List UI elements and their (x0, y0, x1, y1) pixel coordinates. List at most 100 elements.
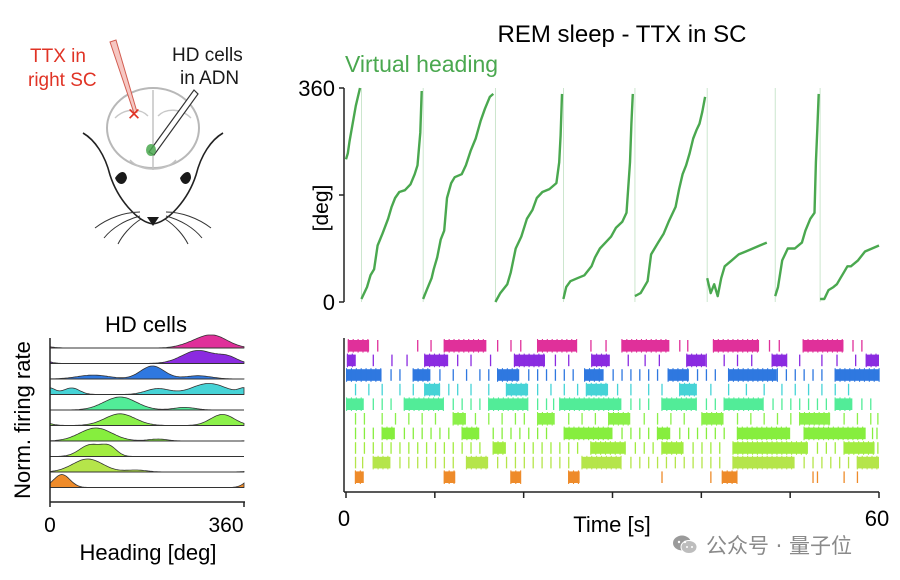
adn-recording-site (146, 144, 156, 156)
raster-burst (559, 398, 622, 410)
raster-spike (807, 398, 810, 410)
raster-spike (363, 413, 366, 425)
raster-spike (439, 369, 441, 381)
tuning-curve (49, 474, 245, 488)
raster-spike (372, 354, 374, 367)
raster-spike (822, 339, 824, 353)
raster-spike (676, 397, 678, 411)
raster-spike (372, 455, 374, 470)
raster-spike (476, 426, 478, 441)
raster-spike (595, 441, 597, 455)
raster-spike (692, 456, 694, 469)
raster-spike (658, 354, 660, 367)
raster-spike (493, 397, 495, 411)
raster-spike (660, 339, 662, 353)
raster-spike (347, 339, 349, 353)
brain-cerebellum (129, 159, 177, 170)
raster-spike (550, 456, 552, 469)
raster-spike (501, 368, 504, 382)
raster-spike (545, 427, 548, 440)
raster-spike (600, 353, 603, 368)
raster-spike (585, 382, 587, 397)
raster-spike (563, 426, 565, 441)
raster-spike (687, 340, 689, 352)
raster-spike (583, 397, 585, 411)
raster-spike (605, 382, 607, 397)
raster-spike (501, 427, 503, 440)
raster-spike (741, 426, 743, 441)
raster-spike (803, 426, 805, 441)
raster-spike (652, 442, 654, 454)
raster-burst (590, 442, 626, 454)
raster-spike (805, 441, 807, 455)
raster-spike (710, 471, 712, 483)
raster-spike (719, 442, 721, 454)
raster-spike (827, 426, 830, 441)
raster-spike (568, 354, 570, 367)
raster-spike (723, 427, 725, 440)
raster-spike (861, 340, 863, 352)
raster-spike (780, 426, 782, 441)
raster-spike (381, 398, 383, 410)
raster-spike (854, 368, 856, 382)
raster-spike (848, 441, 850, 455)
raster-spike (795, 441, 798, 455)
raster-row (346, 353, 879, 368)
raster-spike (705, 369, 708, 381)
raster-spike (528, 353, 530, 368)
raster-spike (354, 456, 357, 469)
heading-segment (820, 244, 880, 301)
raster-spike (619, 441, 621, 455)
raster-spike (871, 427, 874, 440)
raster-spike (422, 368, 424, 382)
raster-row (346, 368, 880, 382)
brain-lobe-right (157, 109, 192, 119)
raster-spike (727, 383, 730, 396)
raster-spike (505, 456, 508, 469)
raster-spike (564, 397, 566, 411)
raster-spike (712, 339, 714, 353)
raster-spike (518, 353, 520, 368)
raster-burst (424, 383, 441, 396)
raster-spike (684, 382, 686, 397)
raster-spike (434, 413, 437, 425)
raster-spike (568, 426, 570, 441)
raster-burst (701, 413, 724, 425)
raster-burst (591, 354, 610, 367)
raster-spike (737, 455, 739, 470)
raster-spike (448, 339, 450, 353)
raster-spike (477, 339, 480, 353)
raster-spike (645, 339, 647, 353)
heading-series (344, 87, 880, 303)
raster-spike (510, 340, 512, 352)
raster-spike (656, 426, 659, 441)
raster-spike (621, 427, 623, 440)
raster-spike (648, 427, 650, 440)
raster-spike (492, 427, 494, 440)
raster-spike (747, 455, 749, 470)
raster-spike (615, 455, 617, 470)
raster-spike (438, 382, 440, 397)
raster-spike (766, 441, 768, 455)
raster-spike (821, 456, 823, 469)
raster-spike (866, 455, 868, 470)
raster-spike (604, 441, 607, 455)
raster-spike (610, 455, 612, 470)
raster-spike (763, 383, 765, 396)
raster-spike (424, 382, 426, 397)
raster-spike (648, 369, 650, 381)
raster-spike (448, 427, 450, 440)
raster-spike (489, 354, 492, 367)
tuning-curve (49, 413, 245, 426)
raster-spike (876, 427, 878, 440)
raster-spike (656, 413, 659, 425)
raster-spike (551, 339, 553, 353)
ttx-label-line2: right SC (28, 70, 97, 91)
raster-spike (510, 427, 512, 440)
raster-spike (354, 427, 357, 440)
raster-spike (655, 339, 657, 353)
raster-spike (605, 340, 607, 352)
raster-spike (372, 427, 374, 440)
ttx-label-line1: TTX in (30, 46, 86, 67)
tuning-curve (49, 458, 245, 473)
